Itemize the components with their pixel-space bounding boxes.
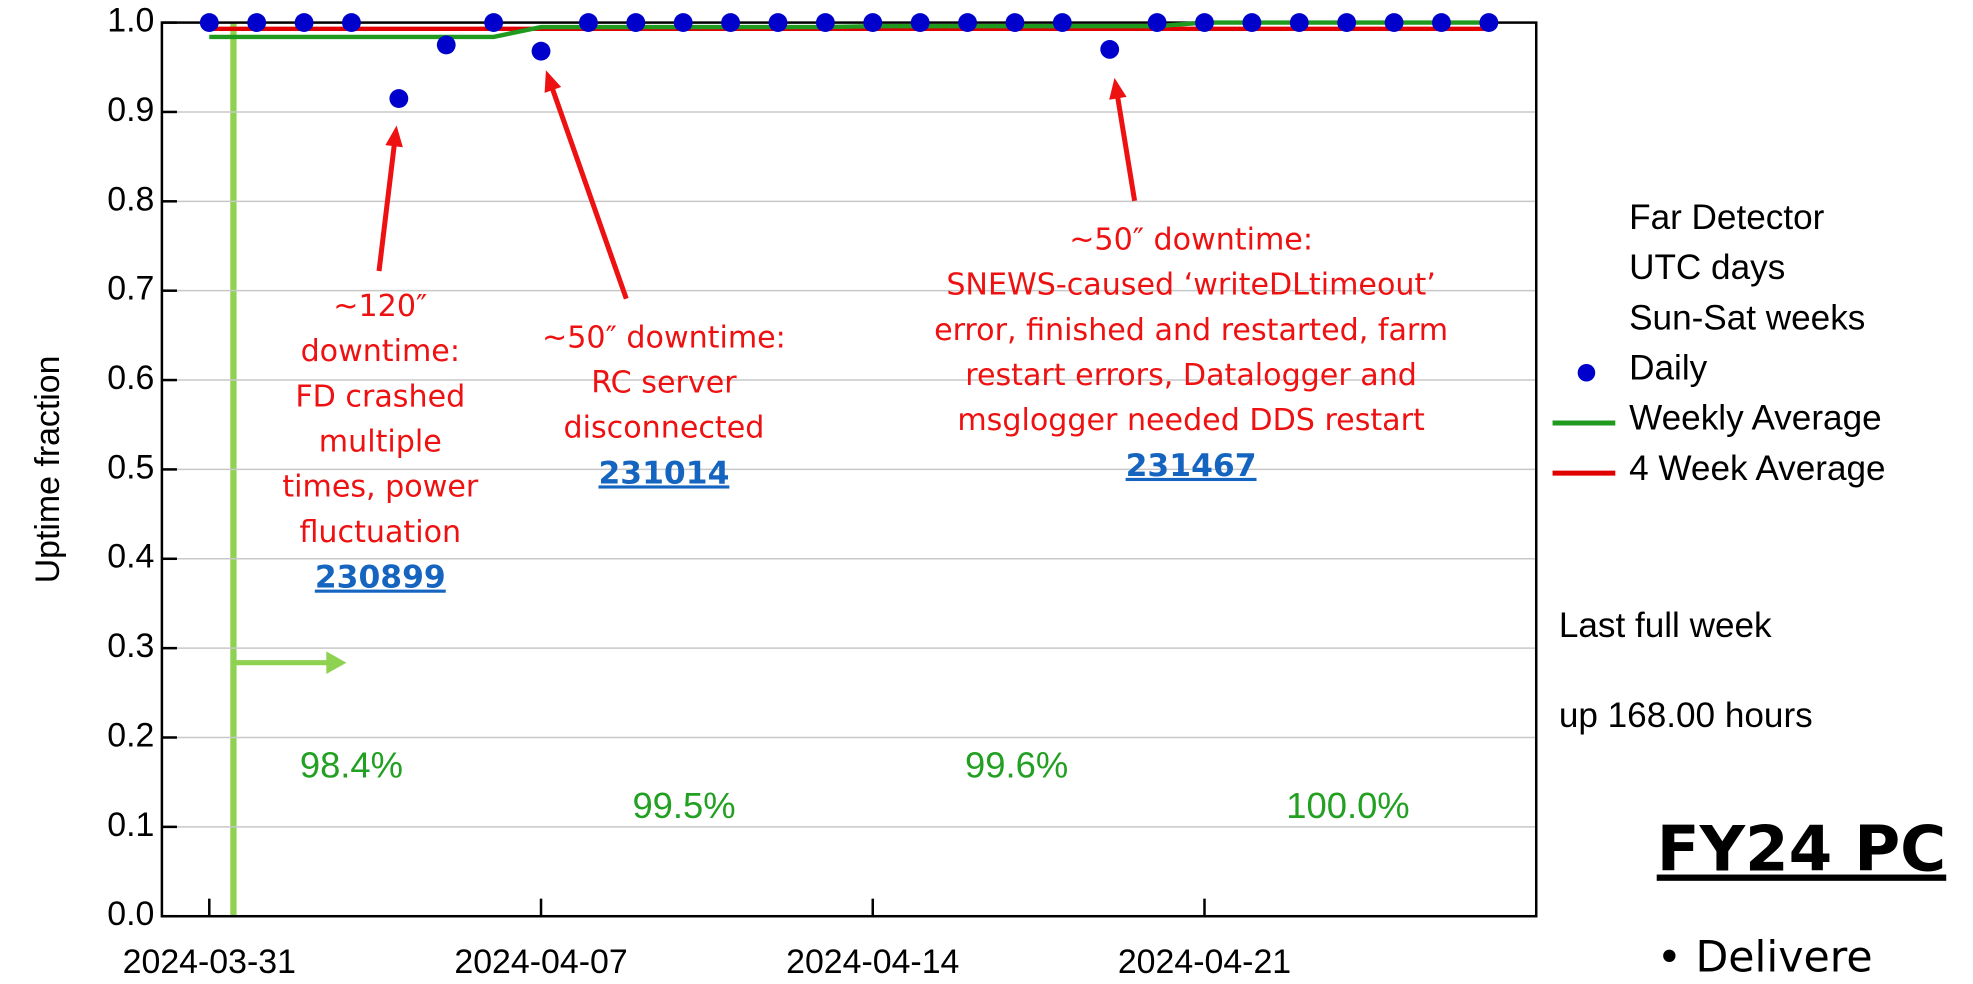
daily-point — [579, 13, 598, 33]
daily-point — [247, 13, 267, 33]
week-label: 98.4% — [300, 745, 403, 786]
daily-point — [342, 13, 361, 33]
daily-point — [389, 89, 409, 108]
annotation-arrow — [1114, 89, 1138, 202]
plot-frame — [160, 21, 1538, 918]
x-tick-label: 2024-04-21 — [1118, 943, 1291, 981]
y-tick-label: 0.1 — [107, 806, 154, 844]
annotation-text: SNEWS-caused ‘writeDLtimeout’ — [946, 268, 1436, 303]
week-label: 99.5% — [632, 785, 735, 826]
daily-point — [1432, 13, 1451, 33]
annotation-text: ~50″ downtime: — [1069, 222, 1313, 257]
y-axis-label: Uptime fraction — [29, 356, 67, 584]
annotation-text: FD crashed — [295, 379, 465, 414]
annotation-text: RC server — [591, 366, 737, 401]
y-tick-label: 0.7 — [107, 270, 154, 308]
annotation-arrow — [376, 137, 398, 272]
daily-point — [721, 13, 741, 33]
annotation-arrow — [547, 81, 629, 300]
slide-heading: FY24 PC — [1657, 813, 1947, 886]
week-arrow-head — [326, 651, 347, 674]
y-tick-label: 0.3 — [107, 627, 154, 665]
x-tick-label: 2024-04-14 — [786, 943, 959, 981]
daily-point — [626, 13, 646, 33]
legend-label: Weekly Average — [1629, 399, 1882, 438]
annotation-text: disconnected — [564, 411, 765, 446]
daily-point — [1100, 39, 1120, 59]
annotation-text: ~120″ — [333, 289, 427, 324]
legend-label: 4 Week Average — [1629, 449, 1885, 488]
daily-point — [1195, 13, 1214, 33]
daily-point — [1242, 13, 1262, 33]
side-note: Last full week — [1559, 606, 1772, 645]
annotation-text: restart errors, Datalogger and — [965, 358, 1417, 393]
daily-point — [1052, 13, 1072, 33]
x-tick-label: 2024-04-07 — [454, 943, 627, 981]
daily-point — [958, 13, 977, 33]
daily-point — [863, 13, 883, 33]
annotation-text: fluctuation — [299, 515, 461, 550]
daily-point — [910, 13, 930, 33]
legend-label: Daily — [1629, 349, 1708, 388]
week-label: 99.6% — [965, 745, 1068, 786]
side-note: up 168.00 hours — [1559, 696, 1813, 735]
daily-point — [768, 13, 788, 33]
daily-point — [531, 41, 551, 61]
y-tick-label: 0.9 — [107, 91, 154, 129]
daily-point — [294, 13, 314, 33]
annotation-text: multiple — [319, 425, 442, 460]
elog-link[interactable]: 231014 — [598, 455, 729, 491]
daily-point — [1337, 13, 1357, 33]
y-tick-label: 0.0 — [107, 895, 154, 933]
annotation-arrow-head — [1109, 77, 1127, 100]
daily-point — [1289, 13, 1309, 33]
daily-point — [1147, 13, 1167, 33]
daily-point — [815, 13, 835, 33]
daily-point — [484, 13, 504, 33]
x-tick-label: 2024-03-31 — [123, 943, 296, 981]
annotation-text: msglogger needed DDS restart — [957, 403, 1425, 438]
legend-header: UTC days — [1629, 248, 1785, 287]
week-label: 100.0% — [1286, 785, 1409, 826]
annotation-text: ~50″ downtime: — [542, 320, 786, 355]
y-tick-label: 0.2 — [107, 716, 154, 754]
legend-marker — [1577, 363, 1596, 382]
slide-bullet: • Delivere — [1657, 933, 1873, 983]
average-line — [209, 20, 1489, 40]
y-tick-label: 0.8 — [107, 180, 154, 218]
annotation-arrow-head — [544, 70, 562, 93]
daily-point — [199, 13, 219, 33]
elog-link[interactable]: 230899 — [315, 560, 446, 596]
annotation-text: error, finished and restarted, farm — [934, 313, 1448, 348]
annotation-arrow-head — [385, 125, 403, 148]
y-tick-label: 0.5 — [107, 448, 154, 486]
y-tick-label: 0.6 — [107, 359, 154, 397]
elog-link[interactable]: 231467 — [1126, 448, 1257, 484]
y-tick-label: 1.0 — [107, 2, 154, 40]
daily-point — [1005, 13, 1025, 33]
daily-point — [673, 13, 693, 33]
legend-header: Far Detector — [1629, 198, 1824, 237]
daily-point — [1479, 13, 1499, 33]
y-tick-label: 0.4 — [107, 538, 154, 576]
annotation-text: times, power — [282, 470, 479, 505]
legend-header: Sun-Sat weeks — [1629, 298, 1865, 337]
daily-point — [1384, 13, 1404, 33]
annotation-text: downtime: — [301, 334, 460, 369]
daily-point — [436, 35, 456, 55]
